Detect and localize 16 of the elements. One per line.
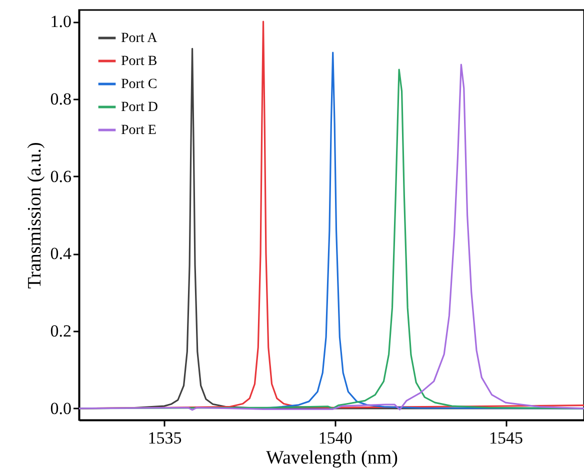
- x-tick-label: 1545: [489, 428, 524, 448]
- legend-label: Port C: [121, 77, 158, 92]
- y-tick-label: 0.0: [50, 398, 72, 418]
- y-tick-label: 0.6: [50, 166, 72, 186]
- legend-label: Port D: [121, 100, 158, 115]
- y-tick-label: 1.0: [50, 12, 72, 32]
- y-axis-title: Transmission (a.u.): [24, 142, 46, 289]
- y-tick-label: 0.8: [50, 89, 72, 108]
- y-tick-label: 0.4: [50, 244, 72, 264]
- legend-label: Port B: [121, 54, 158, 69]
- legend-label: Port A: [121, 31, 158, 46]
- legend-label: Port E: [121, 123, 156, 138]
- x-tick-label: 1535: [148, 428, 182, 448]
- x-tick-label: 1540: [318, 428, 352, 448]
- x-axis-title: Wavelength (nm): [266, 448, 398, 468]
- y-tick-label: 0.2: [50, 322, 72, 341]
